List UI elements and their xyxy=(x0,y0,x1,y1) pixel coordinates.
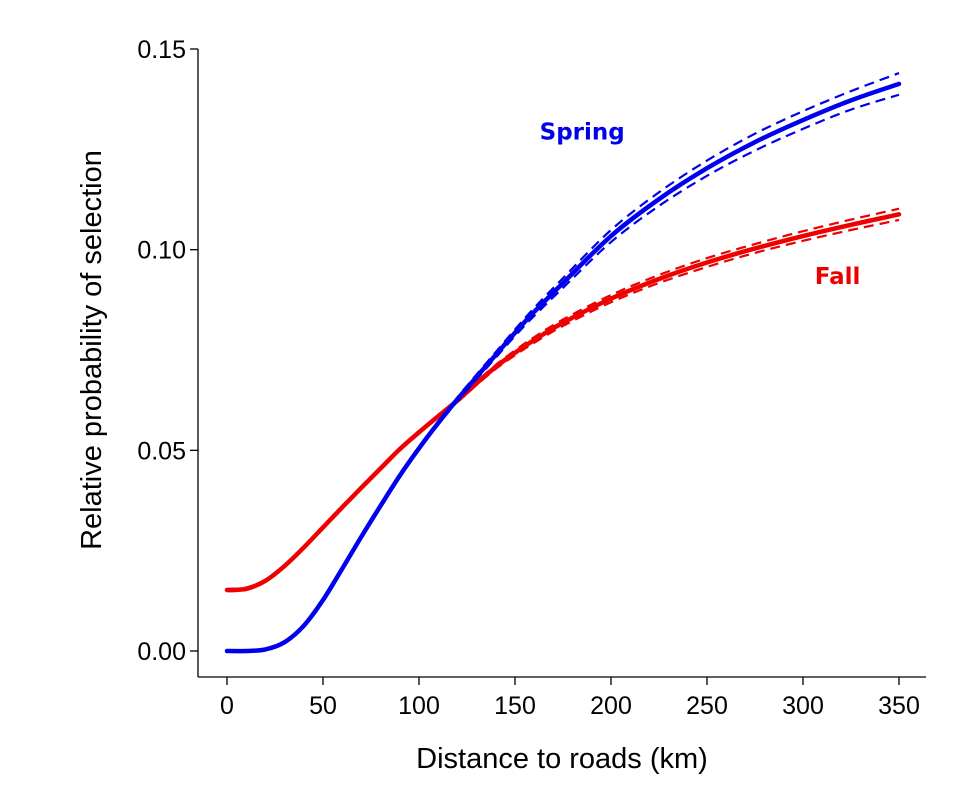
y-tick-label: 0.15 xyxy=(137,36,186,64)
x-tick-label: 100 xyxy=(398,692,440,720)
series-spring-upper-ci xyxy=(226,72,900,653)
x-tick-label: 300 xyxy=(782,692,824,720)
y-axis-title: Relative probability of selection xyxy=(76,150,108,550)
y-tick-label: 0.00 xyxy=(137,638,186,666)
x-tick-label: 200 xyxy=(590,692,632,720)
y-tick-label: 0.05 xyxy=(137,437,186,465)
x-tick-label: 350 xyxy=(878,692,920,720)
series-fall-line xyxy=(224,212,902,593)
series-fall-upper-ci xyxy=(226,207,900,590)
x-axis-title: Distance to roads (km) xyxy=(416,743,708,775)
series-fall xyxy=(224,207,902,593)
series-spring-line xyxy=(224,81,902,654)
x-tick-label: 50 xyxy=(309,692,337,720)
y-tick-label: 0.10 xyxy=(137,237,186,265)
series-spring xyxy=(224,72,902,654)
x-tick-label: 0 xyxy=(220,692,234,720)
series-fall-lower-ci xyxy=(226,218,900,593)
plot-area: Spring Fall xyxy=(224,72,902,654)
axes: 0.00 0.05 0.10 0.15 0 50 100 150 200 250 300 350 xyxy=(137,36,926,720)
x-tick-label: 150 xyxy=(494,692,536,720)
series-spring-lower-ci xyxy=(226,93,900,653)
x-tick-label: 250 xyxy=(686,692,728,720)
label-fall: Fall xyxy=(815,264,861,290)
label-spring: Spring xyxy=(540,119,625,145)
